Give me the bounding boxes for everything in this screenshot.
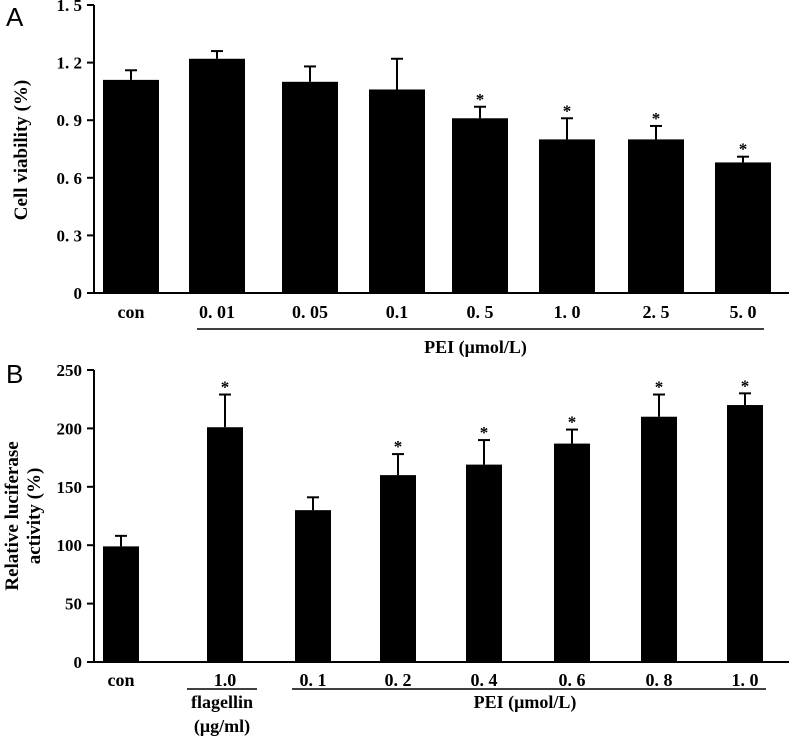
bar (727, 405, 763, 662)
y-axis-label: Cell viability (%) (11, 80, 32, 220)
x-tick-label: 0. 05 (292, 302, 328, 322)
x-tick-label: 0. 2 (385, 670, 412, 690)
y-tick-label: 50 (65, 595, 82, 614)
y-tick-label: 0. 6 (57, 169, 83, 188)
y-tick-label: 0. 9 (57, 111, 83, 130)
x-tick-label: con (118, 302, 145, 322)
x-tick-label: 1. 0 (732, 670, 759, 690)
y-tick-label: 1. 2 (57, 54, 83, 73)
bar (103, 546, 139, 662)
chart-panel-b: B 0 50 100 150 200 250 Relative luciferase activ… (2, 359, 789, 737)
y-tick-label: 250 (57, 361, 83, 380)
group-label: PEI (μmol/L) (424, 337, 527, 358)
x-tick-label: 0. 6 (559, 670, 586, 690)
significance-asterisk: * (221, 378, 230, 397)
x-tick-label: 0. 8 (646, 670, 673, 690)
bar (554, 443, 590, 662)
group-label: PEI (μmol/L) (474, 692, 577, 713)
group-label: (μg/ml) (194, 716, 250, 737)
y-tick-label: 100 (57, 536, 83, 555)
significance-asterisk: * (476, 90, 485, 109)
x-tick-label: con (108, 670, 135, 690)
x-tick-label: 5. 0 (730, 302, 757, 322)
y-tick-label: 0 (74, 284, 83, 303)
significance-asterisk: * (739, 140, 748, 159)
significance-asterisk: * (394, 437, 403, 456)
y-tick-label: 150 (57, 478, 83, 497)
y-tick-label: 0. 3 (57, 226, 83, 245)
x-tick-label: 1.0 (214, 670, 237, 690)
bar (641, 416, 677, 662)
x-tick-label: 0.1 (386, 302, 409, 322)
group-label: flagellin (191, 692, 253, 712)
x-tick-label: 0. 5 (467, 302, 494, 322)
bar (380, 475, 416, 662)
bar (189, 58, 245, 294)
bar (715, 162, 771, 293)
significance-asterisk: * (568, 413, 577, 432)
y-tick-label: 1. 5 (57, 0, 83, 15)
significance-asterisk: * (652, 109, 661, 128)
bar (282, 81, 338, 293)
y-tick-label: 0 (74, 653, 83, 672)
chart-panel-a: A 0 0. 3 0. 6 0. 9 1. 2 1. 5 Cell viability (%)… (6, 0, 789, 358)
bar (103, 79, 159, 293)
y-axis-label: activity (%) (24, 468, 45, 565)
significance-asterisk: * (741, 376, 750, 395)
panel-label: A (6, 2, 24, 32)
bar (369, 89, 425, 293)
significance-asterisk: * (480, 423, 489, 442)
x-tick-label: 0. 4 (471, 670, 498, 690)
bar (466, 464, 502, 662)
x-tick-label: 0. 1 (300, 670, 327, 690)
panel-label: B (6, 359, 23, 389)
x-tick-label: 2. 5 (643, 302, 670, 322)
y-tick-label: 200 (57, 419, 83, 438)
bar (539, 139, 595, 293)
y-axis-label: Relative luciferase (2, 441, 23, 590)
x-tick-label: 0. 01 (199, 302, 235, 322)
bar (628, 139, 684, 293)
bar (452, 118, 508, 293)
significance-asterisk: * (655, 378, 664, 397)
x-tick-label: 1. 0 (554, 302, 581, 322)
significance-asterisk: * (563, 101, 572, 120)
bar (207, 427, 243, 662)
bar (295, 510, 331, 662)
